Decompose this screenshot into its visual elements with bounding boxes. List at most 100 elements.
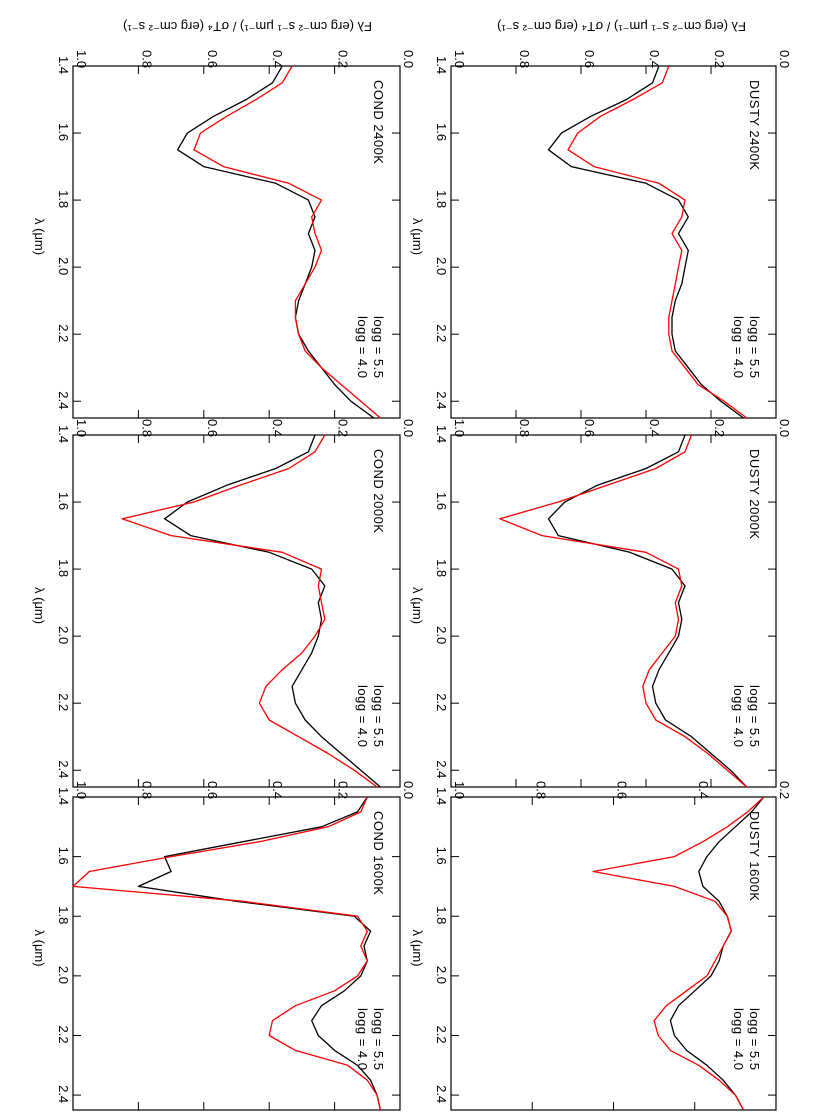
y-tick-label: 0.0 [401, 781, 416, 799]
panel-title: COND 2400K [371, 80, 386, 164]
plot-frame [450, 434, 777, 788]
y-tick-label: 0.4 [270, 419, 285, 437]
y-tick-label: 1.0 [74, 781, 89, 799]
panel-cond-2000k: 0.0 0.2 0.4 0.6 0.8 1.01.4 1.6 1.8 2.0 2.2 2.4 COND… [32, 419, 416, 788]
series-line-logg-4-0 [592, 796, 765, 1111]
plot-frame [72, 796, 401, 1111]
x-axis-label: λ (μm) [410, 587, 425, 624]
legend-logg-5-5: logg = 5.5 [371, 685, 386, 747]
y-tick-label: 1.0 [452, 419, 467, 437]
y-tick-label: 0.6 [205, 419, 220, 437]
x-tick-label: 2.0 [434, 626, 449, 644]
x-tick-label: 2.4 [434, 1085, 449, 1103]
y-axis-label: Fλ (erg cm⁻² s⁻¹ μm⁻¹) / σT⁴ (erg cm⁻² s… [123, 19, 372, 34]
x-tick-label: 2.2 [56, 324, 71, 342]
series-line-logg-4-0 [121, 434, 378, 788]
x-tick-label: 1.8 [56, 190, 71, 208]
series-line-logg-4-0 [72, 796, 382, 1111]
x-tick-label: 1.8 [434, 559, 449, 577]
y-tick-label: 1.0 [74, 50, 89, 68]
y-tick-label: 0.2 [336, 781, 351, 799]
legend-logg-5-5: logg = 5.5 [747, 685, 762, 747]
y-tick-label: 0.0 [777, 419, 792, 437]
y-tick-label: 1.0 [452, 50, 467, 68]
x-tick-label: 2.2 [434, 324, 449, 342]
x-tick-label: 1.8 [434, 190, 449, 208]
panel-cond-1600k: 0.0 0.2 0.4 0.6 0.8 1.01.4 1.6 1.8 2.0 2.2 2.4 COND… [32, 781, 416, 1111]
x-tick-label: 1.6 [56, 123, 71, 141]
series-line-logg-4-0 [567, 65, 748, 419]
y-tick-label: 0.0 [401, 419, 416, 437]
y-tick-label: 0.6 [205, 50, 220, 68]
panel-title: DUSTY 2400K [747, 80, 762, 171]
x-tick-label: 1.8 [56, 559, 71, 577]
panel-title: DUSTY 2000K [747, 449, 762, 540]
y-tick-label: 0.8 [139, 419, 154, 437]
plot-frame [450, 65, 777, 419]
x-tick-label: 2.4 [56, 1085, 71, 1103]
x-tick-label: 1.4 [434, 56, 449, 74]
x-axis-label: λ (μm) [32, 587, 47, 624]
y-tick-label: 0.0 [401, 50, 416, 68]
x-tick-label: 2.0 [434, 257, 449, 275]
panel-title: COND 1600K [371, 811, 386, 895]
legend-logg-4-0: logg = 4.0 [355, 1008, 370, 1070]
y-tick-label: 0.2 [712, 50, 727, 68]
x-tick-label: 1.4 [434, 787, 449, 805]
y-tick-label: 1.0 [74, 419, 89, 437]
legend-logg-5-5: logg = 5.5 [371, 1008, 386, 1070]
legend-logg-4-0: logg = 4.0 [731, 1008, 746, 1070]
y-tick-label: 0.4 [647, 419, 662, 437]
x-tick-label: 1.4 [56, 56, 71, 74]
x-tick-label: 2.2 [434, 693, 449, 711]
legend-logg-4-0: logg = 4.0 [355, 316, 370, 378]
x-tick-label: 1.6 [56, 847, 71, 865]
x-tick-label: 2.0 [56, 257, 71, 275]
legend-logg-4-0: logg = 4.0 [731, 316, 746, 378]
panel-dusty-1600k: 0.2 0.4 0.6 0.8 1.01.4 1.6 1.8 2.0 2.2 2.4 DUSTY 1… [410, 781, 792, 1111]
legend-logg-5-5: logg = 5.5 [371, 316, 386, 378]
series-line-logg-5-5 [547, 65, 744, 419]
x-tick-label: 1.6 [434, 123, 449, 141]
plot-frame [72, 65, 401, 419]
plot-frame [450, 796, 777, 1111]
y-tick-label: 0.4 [647, 50, 662, 68]
y-tick-label: 0.6 [615, 781, 630, 799]
x-tick-label: 2.2 [434, 1025, 449, 1043]
panel-title: COND 2000K [371, 449, 386, 533]
x-tick-label: 1.8 [56, 906, 71, 924]
x-tick-label: 1.4 [56, 425, 71, 443]
y-tick-label: 0.6 [582, 419, 597, 437]
x-tick-label: 2.4 [434, 760, 449, 778]
y-tick-label: 0.8 [533, 781, 548, 799]
x-tick-label: 2.2 [56, 693, 71, 711]
y-axis-label: Fλ (erg cm⁻² s⁻¹ μm⁻¹) / σT⁴ (erg cm⁻² s… [497, 19, 746, 34]
y-tick-label: 0.8 [517, 50, 532, 68]
x-tick-label: 2.0 [434, 966, 449, 984]
legend-logg-4-0: logg = 4.0 [355, 685, 370, 747]
y-tick-label: 0.8 [139, 781, 154, 799]
x-axis-label: λ (μm) [410, 930, 425, 967]
x-tick-label: 1.6 [434, 492, 449, 510]
y-tick-label: 0.2 [712, 419, 727, 437]
y-tick-label: 0.2 [777, 781, 792, 799]
y-tick-label: 1.0 [452, 781, 467, 799]
series-line-logg-4-0 [193, 65, 381, 419]
y-tick-label: 0.8 [139, 50, 154, 68]
panel-dusty-2000k: 0.0 0.2 0.4 0.6 0.8 1.01.4 1.6 1.8 2.0 2.2 2.4 DUST… [410, 419, 792, 788]
x-tick-label: 2.0 [56, 626, 71, 644]
series-line-logg-5-5 [163, 434, 381, 788]
x-tick-label: 1.8 [434, 906, 449, 924]
x-tick-label: 1.6 [434, 847, 449, 865]
plot-frame [72, 434, 401, 788]
y-tick-label: 0.4 [270, 781, 285, 799]
y-tick-label: 0.8 [517, 419, 532, 437]
x-tick-label: 1.6 [56, 492, 71, 510]
series-line-logg-4-0 [499, 434, 748, 788]
series-line-logg-5-5 [547, 434, 748, 788]
x-tick-label: 2.0 [56, 966, 71, 984]
series-line-logg-5-5 [137, 796, 382, 1111]
legend-logg-5-5: logg = 5.5 [747, 1008, 762, 1070]
x-axis-label: λ (μm) [32, 930, 47, 967]
